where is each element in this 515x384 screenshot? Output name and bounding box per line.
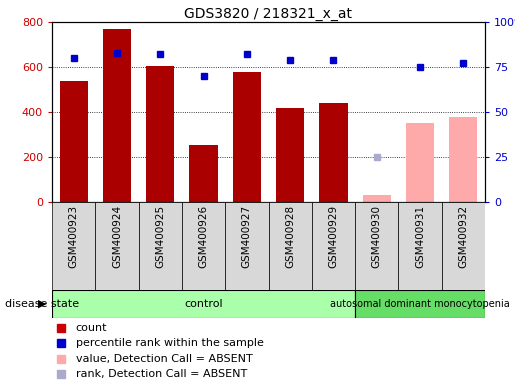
- Text: GSM400927: GSM400927: [242, 205, 252, 268]
- Bar: [225, 202, 268, 290]
- Bar: [276, 108, 304, 202]
- Bar: [52, 290, 355, 318]
- Bar: [52, 202, 95, 290]
- Text: GSM400932: GSM400932: [458, 205, 468, 268]
- Bar: [190, 145, 218, 202]
- Text: count: count: [76, 323, 107, 333]
- Text: GSM400925: GSM400925: [155, 205, 165, 268]
- Bar: [399, 202, 442, 290]
- Text: control: control: [184, 299, 223, 309]
- Bar: [363, 195, 391, 202]
- Bar: [319, 103, 348, 202]
- Text: GSM400926: GSM400926: [199, 205, 209, 268]
- Title: GDS3820 / 218321_x_at: GDS3820 / 218321_x_at: [184, 7, 352, 21]
- Bar: [182, 202, 225, 290]
- Text: GSM400924: GSM400924: [112, 205, 122, 268]
- Text: GSM400929: GSM400929: [329, 205, 338, 268]
- Text: value, Detection Call = ABSENT: value, Detection Call = ABSENT: [76, 354, 252, 364]
- Text: disease state: disease state: [5, 299, 79, 309]
- Text: GSM400931: GSM400931: [415, 205, 425, 268]
- Text: GSM400930: GSM400930: [372, 205, 382, 268]
- Text: GSM400923: GSM400923: [68, 205, 79, 268]
- Bar: [103, 29, 131, 202]
- Text: GSM400928: GSM400928: [285, 205, 295, 268]
- Text: ▶: ▶: [38, 299, 47, 309]
- Bar: [95, 202, 139, 290]
- Text: rank, Detection Call = ABSENT: rank, Detection Call = ABSENT: [76, 369, 247, 379]
- Bar: [449, 116, 477, 202]
- Bar: [139, 202, 182, 290]
- Bar: [406, 123, 434, 202]
- Bar: [60, 81, 88, 202]
- Bar: [355, 202, 399, 290]
- Text: autosomal dominant monocytopenia: autosomal dominant monocytopenia: [330, 299, 510, 309]
- Bar: [233, 71, 261, 202]
- Bar: [442, 202, 485, 290]
- Text: percentile rank within the sample: percentile rank within the sample: [76, 338, 264, 348]
- Bar: [312, 202, 355, 290]
- Bar: [268, 202, 312, 290]
- Bar: [146, 66, 174, 202]
- Bar: [355, 290, 485, 318]
